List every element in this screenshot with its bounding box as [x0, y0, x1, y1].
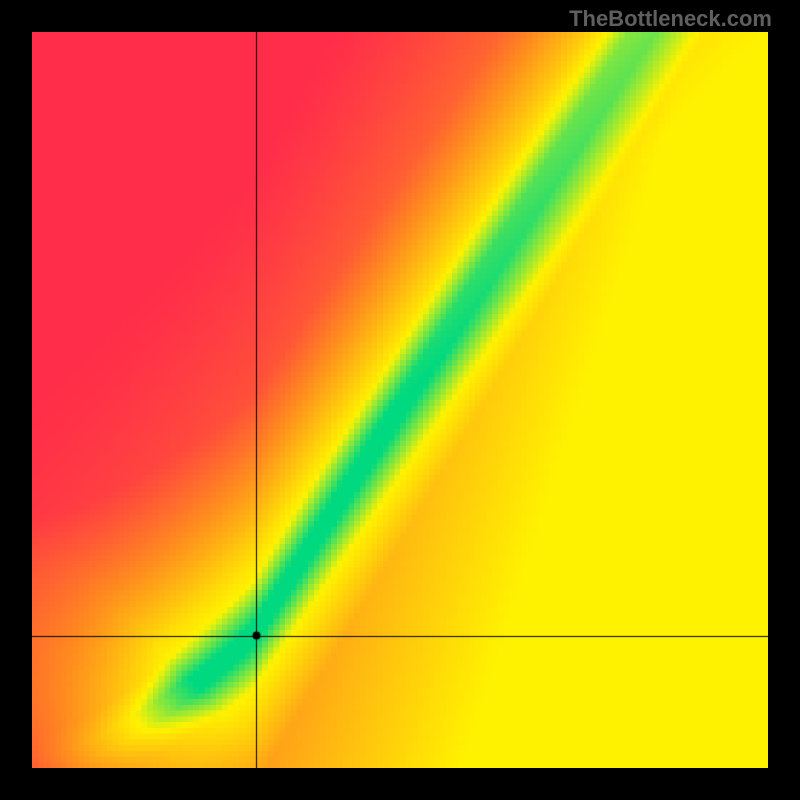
bottleneck-heatmap	[32, 32, 768, 768]
watermark-label: TheBottleneck.com	[569, 6, 772, 32]
chart-container: TheBottleneck.com	[0, 0, 800, 800]
